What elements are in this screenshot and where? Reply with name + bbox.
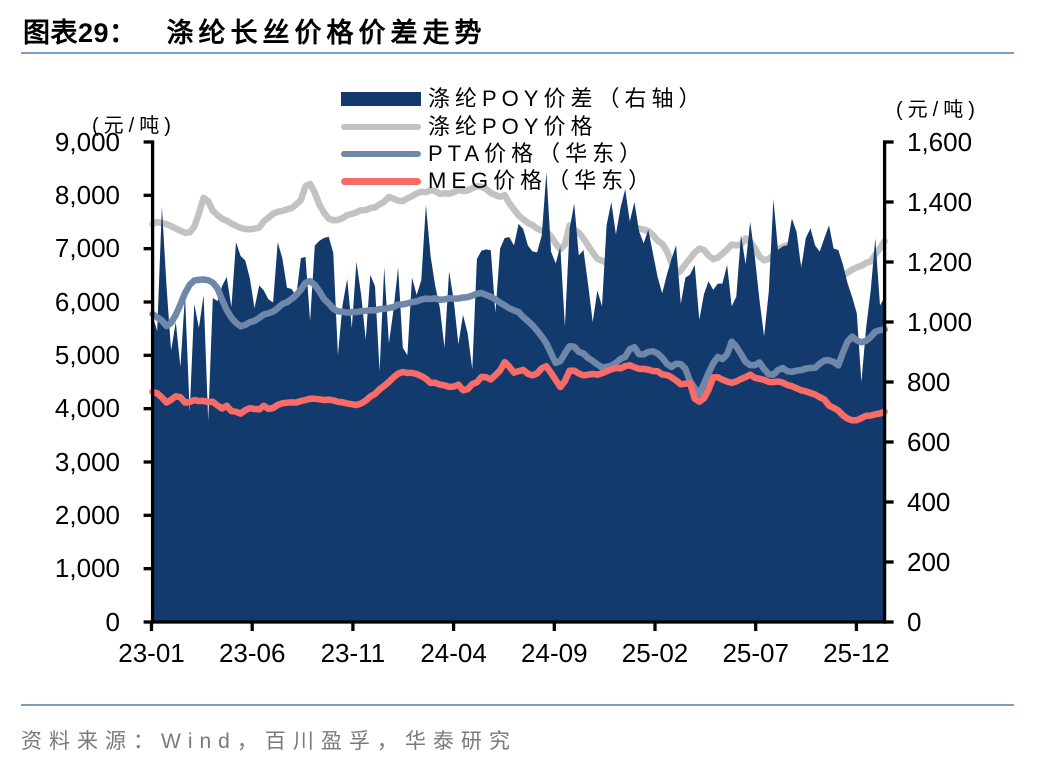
legend-swatch-line: [341, 123, 421, 130]
legend-label: 涤纶POY价格: [428, 113, 598, 139]
legend-swatch-area: [341, 92, 421, 106]
y-tick-label-right: 200: [907, 546, 951, 577]
x-tick-label: 25-02: [621, 638, 689, 668]
right-axis-unit: (元/吨): [896, 99, 980, 121]
series-area-poy-spread: [152, 172, 885, 622]
figure-number-label: 图表29：: [23, 18, 137, 48]
source-line: 资料来源：Wind，百川盈孚，华泰研究: [21, 730, 517, 753]
x-tick-label: 23-11: [320, 638, 386, 668]
x-tick-label: 23-06: [218, 638, 286, 668]
y-tick-label-right: 1,000: [907, 306, 973, 337]
legend-swatch-line: [341, 150, 421, 157]
y-tick-label-right: 1,400: [907, 186, 973, 217]
y-tick-label-left: 7,000: [54, 233, 120, 264]
y-tick-label-left: 9,000: [54, 126, 120, 157]
x-tick-label: 24-09: [521, 638, 588, 668]
left-axis-unit: (元/吨): [92, 115, 176, 137]
title-rule: [21, 52, 1014, 55]
y-tick-label-left: 1,000: [54, 553, 120, 584]
figure-title: 图表29： 涤纶长丝价格价差走势: [23, 11, 487, 50]
y-tick-label-right: 1,200: [907, 246, 973, 277]
legend-label: 涤纶POY价差（右轴）: [428, 86, 706, 111]
y-tick-label-left: 8,000: [54, 179, 120, 210]
y-tick-label-right: 600: [907, 426, 951, 457]
x-tick-label: 23-01: [118, 638, 185, 668]
y-tick-label-right: 400: [907, 486, 951, 517]
y-tick-label-left: 4,000: [54, 393, 120, 424]
legend-label: PTA价格（华东）: [428, 140, 647, 166]
x-tick-label: 25-12: [823, 638, 890, 668]
y-tick-label-left: 3,000: [54, 446, 120, 477]
series-line-pta-price: [149, 276, 888, 398]
y-tick-label-left: 2,000: [54, 499, 120, 530]
y-tick-label-right: 0: [907, 606, 922, 637]
series-line-meg-price: [149, 358, 888, 424]
figure-title-text: 涤纶长丝价格价差走势: [166, 18, 487, 48]
legend-label: MEG价格（华东）: [428, 168, 656, 193]
y-tick-label-right: 800: [907, 366, 951, 397]
y-tick-label-left: 6,000: [54, 286, 120, 317]
footer-rule: [21, 704, 1014, 706]
x-tick-label: 25-07: [722, 638, 789, 668]
y-tick-label-left: 5,000: [54, 339, 120, 370]
series-line-poy-price: [149, 180, 888, 281]
legend-swatch-line: [341, 178, 421, 185]
y-tick-label-left: 0: [105, 606, 120, 637]
x-tick-label: 24-04: [420, 638, 487, 668]
y-tick-label-right: 1,600: [907, 126, 973, 157]
